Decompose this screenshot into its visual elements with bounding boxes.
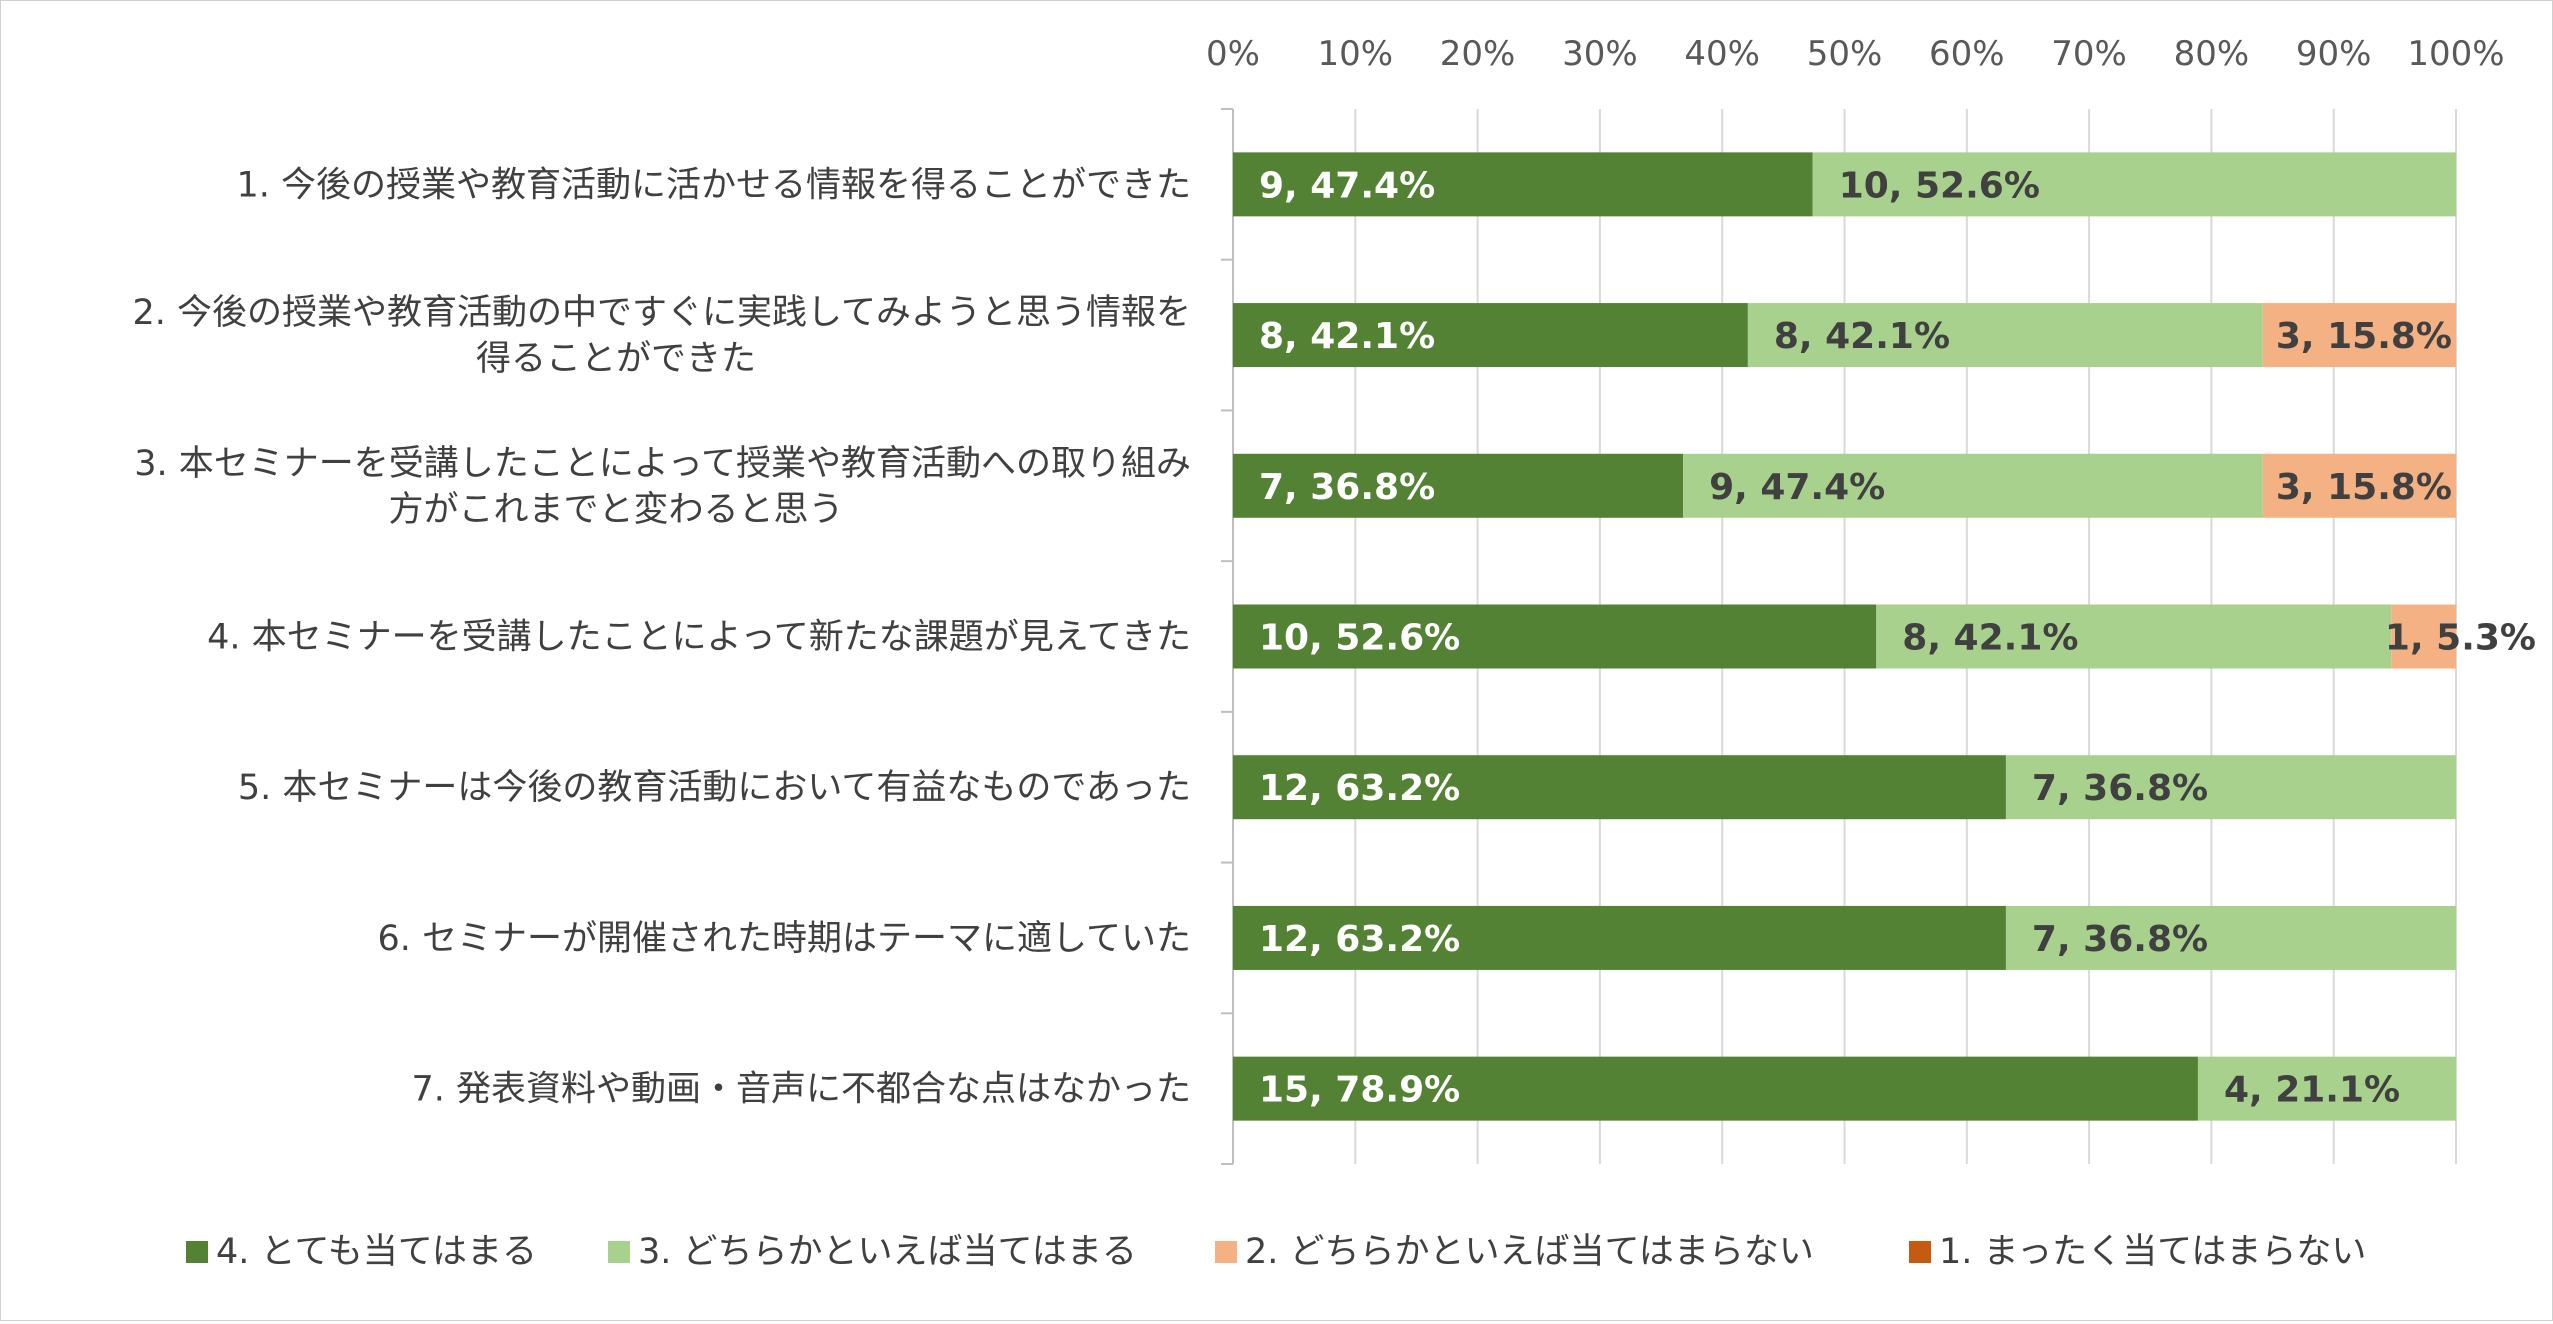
bar-segment [2197, 1056, 2456, 1121]
category-label: 6. セミナーが開催された時期はテーマに適していた [378, 919, 1191, 959]
bar-segment [1233, 755, 2006, 820]
category-label: 4. 本セミナーを受講したことによって新たな課題が見えてきた [207, 618, 1191, 658]
x-tick-label: 60% [1929, 34, 2005, 74]
x-tick-label: 80% [2174, 34, 2250, 74]
data-label: 12, 63.2% [1259, 919, 1460, 960]
x-tick-label: 50% [1807, 34, 1883, 74]
bar-segment [2262, 303, 2456, 368]
data-label: 8, 42.1% [1902, 618, 2078, 659]
data-label: 8, 42.1% [1774, 316, 1950, 357]
bar-segment [1233, 1056, 2198, 1121]
data-label: 7, 36.8% [2032, 919, 2208, 960]
legend-label: 1. まったく当てはまらない [1939, 1232, 2366, 1272]
data-label: 15, 78.9% [1259, 1070, 1460, 1111]
data-label: 10, 52.6% [1839, 165, 2040, 206]
category-label: 5. 本セミナーは今後の教育活動において有益なものであった [238, 768, 1191, 808]
bar-segment [1747, 303, 2263, 368]
legend-swatch [1215, 1241, 1237, 1263]
data-label: 1, 5.3% [2385, 618, 2536, 659]
bar-segment [1233, 453, 1684, 518]
legend: 4. とても当てはまる 3. どちらかといえば当てはまる 2. どちらかといえば当て… [186, 1232, 2366, 1272]
bar-segment [1233, 905, 2006, 970]
x-tick-label: 0% [1206, 34, 1260, 74]
data-label: 4, 21.1% [2224, 1070, 2400, 1111]
bar-segment [1683, 453, 2263, 518]
x-tick-label: 70% [2051, 34, 2127, 74]
bar-segment [2005, 755, 2456, 820]
category-label: 7. 発表資料や動画・音声に不都合な点はなかった [411, 1070, 1191, 1110]
legend-label: 3. どちらかといえば当てはまる [638, 1232, 1137, 1272]
data-label: 3, 15.8% [2276, 467, 2452, 508]
legend-swatch [1909, 1241, 1931, 1263]
bar-segment [1876, 604, 2392, 669]
bar-segment [1812, 152, 2456, 217]
data-label: 8, 42.1% [1259, 316, 1435, 357]
bar-segment [2005, 905, 2456, 970]
legend-swatch [608, 1241, 630, 1263]
x-tick-label: 10% [1318, 34, 1394, 74]
bar-segment [1233, 152, 1813, 217]
data-label: 12, 63.2% [1259, 768, 1460, 809]
legend-swatch [186, 1241, 208, 1263]
data-label: 7, 36.8% [2032, 768, 2208, 809]
x-tick-label: 40% [1684, 34, 1760, 74]
bar-segment [2262, 453, 2456, 518]
category-label: 2. 今後の授業や教育活動の中ですぐに実践してみようと思う情報を [133, 293, 1191, 333]
legend-label: 4. とても当てはまる [216, 1232, 537, 1272]
x-tick-label: 100% [2407, 34, 2504, 74]
category-label: 1. 今後の授業や教育活動に活かせる情報を得ることができた [236, 165, 1191, 205]
bar-segment [1233, 604, 1877, 669]
x-tick-label: 30% [1562, 34, 1638, 74]
data-label: 3, 15.8% [2276, 316, 2452, 357]
x-tick-label: 90% [2296, 34, 2372, 74]
data-label: 7, 36.8% [1259, 467, 1435, 508]
legend-label: 2. どちらかといえば当てはまらない [1245, 1232, 1814, 1272]
x-tick-label: 20% [1440, 34, 1516, 74]
data-label: 9, 47.4% [1709, 467, 1885, 508]
bar-segments [1233, 152, 2456, 1121]
bar-segment [1233, 303, 1748, 368]
category-label: 3. 本セミナーを受講したことによって授業や教育活動への取り組み [134, 444, 1191, 484]
data-label: 9, 47.4% [1259, 165, 1435, 206]
data-labels: 9, 47.4% 10, 52.6% 8, 42.1% 8, 42.1% 3, 15.8… [1259, 165, 2536, 1110]
bar-segment [2391, 604, 2456, 669]
category-label: 方がこれまでと変わると思う [388, 490, 843, 530]
data-label: 10, 52.6% [1259, 618, 1460, 659]
x-axis-tick-labels: 0% 10% 20% 30% 40% 50% 60% 70% 80% 90% 100% [1206, 34, 2505, 74]
category-label: 得ることができた [476, 339, 756, 379]
category-labels: 1. 今後の授業や教育活動に活かせる情報を得ることができた 2. 今後の授業や教育… [133, 165, 1191, 1109]
